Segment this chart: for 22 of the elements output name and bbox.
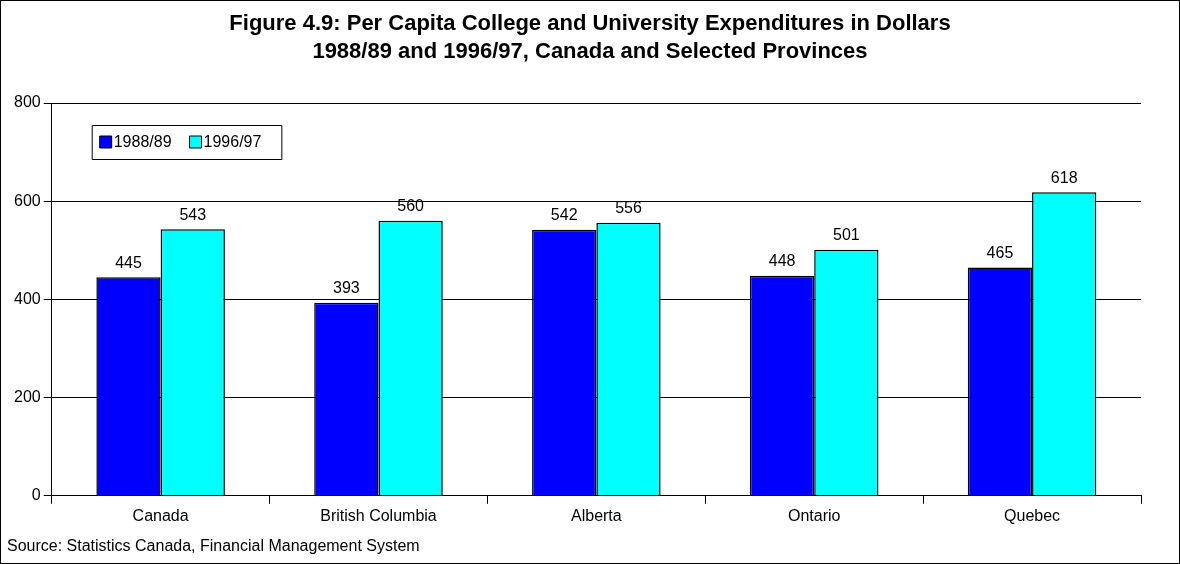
legend-label: 1988/89 — [113, 133, 172, 151]
data-label: 542 — [550, 206, 578, 224]
data-label: 618 — [1050, 168, 1078, 186]
x-tick-label: Ontario — [787, 506, 841, 524]
data-label: 465 — [986, 243, 1014, 261]
y-tick-label: 0 — [31, 486, 41, 504]
chart-title: Figure 4.9: Per Capita College and University Expenditures in Dollars 1988/89 and 1996/97, Canada and Selected Provinces — [228, 9, 952, 65]
data-label: 445 — [115, 253, 142, 271]
source-note: Source: Statistics Canada, Financial Management System — [7, 537, 420, 555]
y-tick-label: 400 — [13, 289, 41, 307]
y-tick-label: 200 — [13, 388, 41, 406]
data-label: 448 — [768, 252, 796, 270]
y-tick-label: 800 — [13, 93, 41, 111]
data-label: 501 — [832, 226, 860, 244]
data-label: 393 — [333, 279, 360, 297]
x-tick-label: Alberta — [571, 506, 622, 524]
data-label: 543 — [179, 205, 207, 223]
y-tick-label: 600 — [13, 191, 41, 209]
legend-label: 1996/97 — [203, 133, 262, 151]
x-tick-label: British Columbia — [320, 506, 437, 524]
x-tick-label: Quebec — [1004, 506, 1061, 524]
x-tick-label: Canada — [132, 506, 189, 524]
